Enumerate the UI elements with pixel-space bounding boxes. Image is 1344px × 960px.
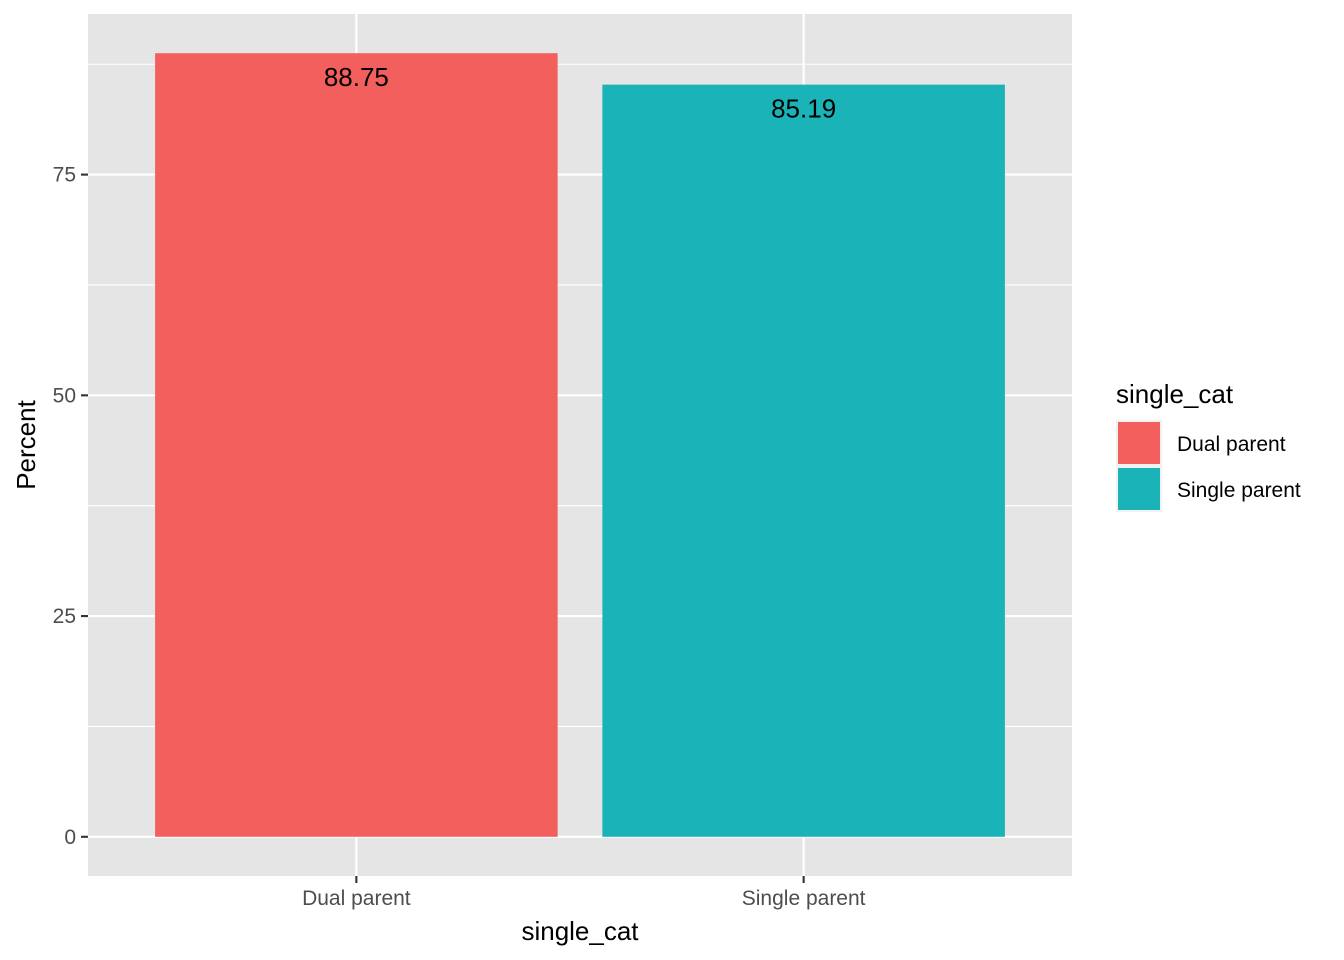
bars [155, 53, 1005, 837]
y-axis: 0 25 50 75 [53, 164, 88, 849]
x-axis: Dual parent Single parent [302, 876, 866, 910]
y-tick-label: 50 [53, 384, 76, 407]
legend-swatch [1118, 468, 1160, 510]
y-tick-label: 25 [53, 605, 76, 628]
legend-label: Single parent [1177, 479, 1301, 502]
legend-swatch [1118, 422, 1160, 464]
data-labels: 88.75 85.19 [324, 62, 836, 123]
bar-dual-parent [155, 53, 558, 837]
y-tick-label: 0 [64, 826, 76, 849]
data-label: 85.19 [771, 94, 836, 124]
legend: single_cat Dual parent Single parent [1116, 379, 1301, 512]
x-tick-label: Dual parent [302, 887, 411, 910]
y-tick-label: 75 [53, 164, 76, 187]
y-axis-title: Percent [11, 399, 41, 489]
x-tick-label: Single parent [742, 887, 866, 910]
legend-title: single_cat [1116, 379, 1234, 409]
legend-label: Dual parent [1177, 433, 1286, 456]
bar-single-parent [602, 84, 1005, 837]
legend-items: Dual parent Single parent [1116, 420, 1301, 512]
x-axis-title: single_cat [521, 916, 639, 946]
data-label: 88.75 [324, 62, 389, 92]
